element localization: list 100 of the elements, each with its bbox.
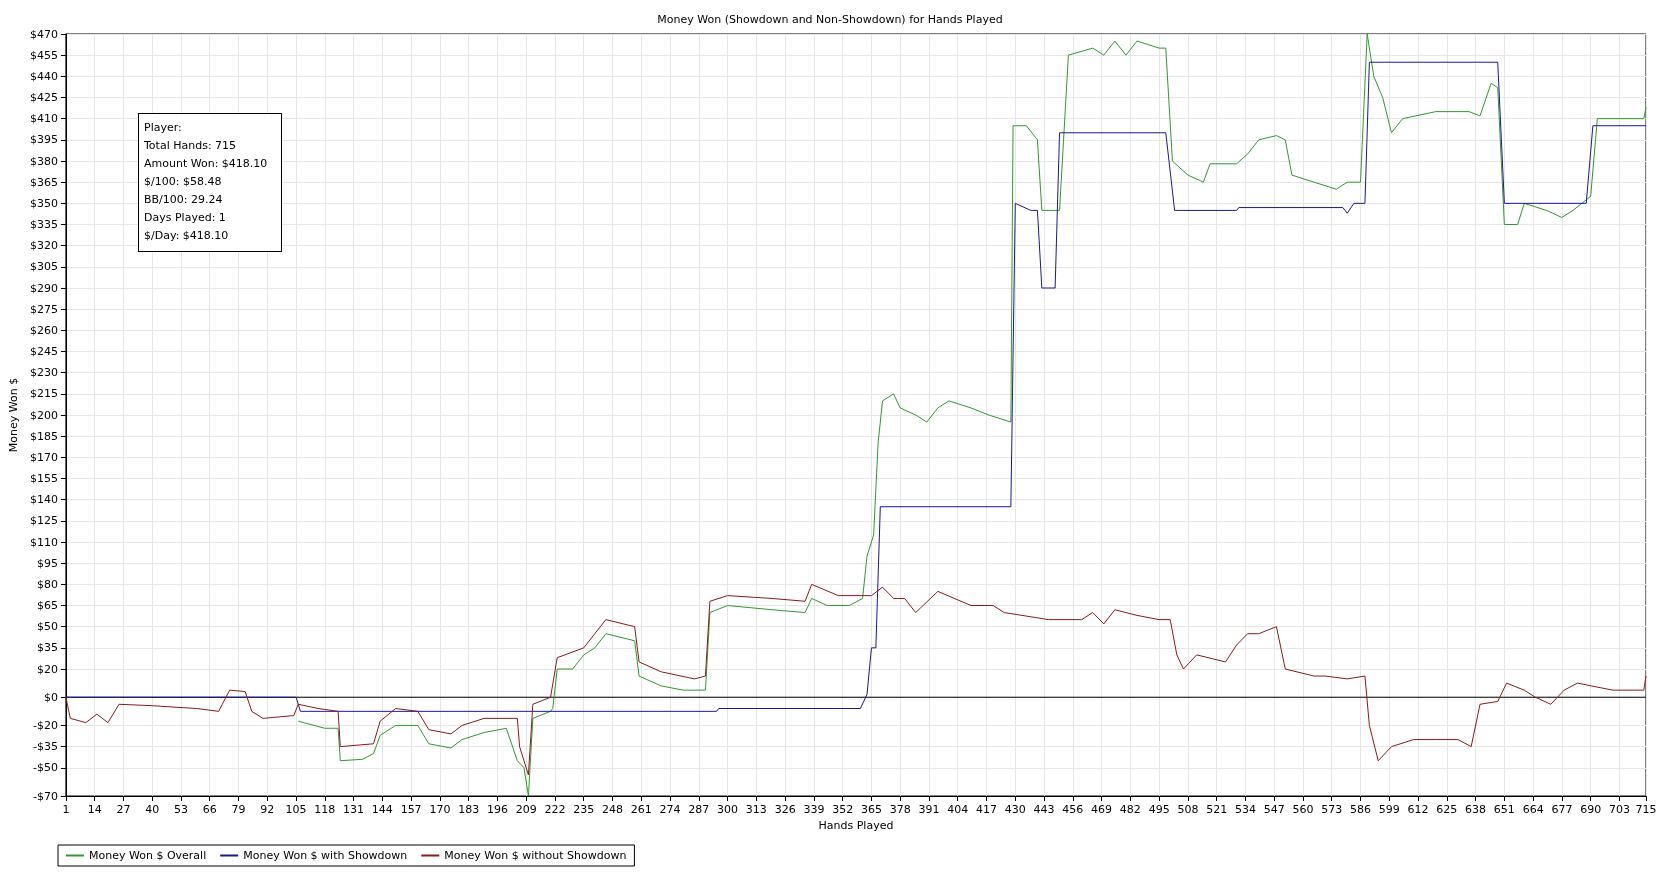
y-tick-label: $20 — [36, 662, 58, 676]
x-tick-label: 261 — [630, 803, 652, 816]
y-axis-title: Money Won $ — [7, 377, 20, 453]
y-tick-label: $125 — [29, 514, 58, 528]
legend-label: Money Won $ with Showdown — [243, 849, 408, 862]
y-tick-label: $425 — [29, 91, 58, 104]
x-tick-label: 703 — [1608, 803, 1630, 816]
x-tick-label: 430 — [1004, 803, 1026, 816]
x-tick-label: 417 — [976, 803, 998, 816]
x-tick-label: 651 — [1493, 803, 1515, 816]
x-tick-label: 157 — [400, 803, 422, 816]
legend-label: Money Won $ Overall — [89, 849, 207, 862]
x-tick-label: 638 — [1465, 803, 1487, 816]
y-tick-label: $80 — [36, 577, 58, 591]
y-tick-label: $395 — [29, 133, 58, 147]
x-tick-label: 131 — [343, 803, 365, 816]
x-tick-label: 573 — [1321, 803, 1343, 816]
x-tick-label: 586 — [1350, 803, 1372, 816]
y-tick-label: $35 — [36, 641, 58, 655]
x-tick-label: 677 — [1551, 803, 1573, 816]
x-tick-label: 1 — [62, 803, 70, 816]
x-tick-label: 209 — [515, 803, 537, 816]
y-tick-label: $290 — [29, 281, 58, 295]
x-tick-label: 560 — [1292, 803, 1314, 816]
x-tick-label: 664 — [1522, 803, 1544, 816]
y-tick-label: $320 — [29, 239, 58, 253]
y-tick-label: $350 — [29, 196, 58, 210]
y-tick-label: $140 — [29, 493, 58, 507]
y-tick-label: $185 — [29, 429, 58, 443]
x-tick-label: 300 — [717, 803, 739, 816]
y-tick-label: $410 — [29, 112, 58, 126]
x-tick-label: 521 — [1206, 803, 1228, 816]
y-tick-label: $155 — [29, 472, 58, 485]
y-tick-label: $470 — [29, 27, 58, 41]
y-tick-label: $170 — [29, 450, 58, 464]
x-tick-label: 287 — [688, 803, 710, 816]
x-tick-label: 27 — [116, 803, 131, 816]
x-axis-title: Hands Played — [818, 819, 894, 832]
x-tick-label: 715 — [1635, 803, 1657, 816]
y-tick-label: -$20 — [32, 718, 58, 732]
annotation: Player: — [144, 120, 183, 136]
x-tick-label: 482 — [1119, 803, 1141, 816]
x-tick-label: 456 — [1062, 803, 1084, 816]
y-tick-label: $440 — [29, 69, 58, 83]
x-tick-label: 508 — [1177, 803, 1199, 816]
x-tick-label: 326 — [774, 803, 796, 816]
y-tick-label: $260 — [29, 323, 58, 337]
y-tick-label: $380 — [29, 154, 58, 168]
x-tick-label: 404 — [947, 803, 969, 816]
y-tick-label: $305 — [29, 260, 58, 274]
y-tick-label: -$50 — [32, 761, 58, 775]
y-tick-label: $110 — [29, 535, 58, 549]
y-tick-label: -$35 — [32, 740, 58, 754]
x-tick-label: 144 — [371, 803, 393, 816]
x-tick-label: 248 — [602, 803, 624, 816]
x-tick-label: 313 — [745, 803, 767, 816]
x-tick-label: 66 — [202, 803, 217, 816]
x-tick-label: 599 — [1378, 803, 1400, 816]
x-tick-label: 53 — [173, 803, 188, 816]
y-tick-label: $455 — [29, 48, 58, 62]
x-tick-label: 235 — [573, 803, 595, 816]
y-tick-label: $335 — [29, 218, 58, 231]
x-tick-label: 222 — [544, 803, 566, 816]
x-tick-label: 612 — [1407, 803, 1429, 816]
x-tick-label: 79 — [231, 803, 246, 816]
x-tick-label: 352 — [832, 803, 854, 816]
x-tick-label: 547 — [1263, 803, 1285, 816]
x-tick-label: 274 — [659, 803, 681, 816]
legend-label: Money Won $ without Showdown — [444, 849, 627, 862]
x-tick-label: 183 — [458, 803, 480, 816]
x-tick-label: 339 — [803, 803, 825, 816]
x-tick-label: 196 — [486, 803, 508, 816]
x-tick-label: 469 — [1091, 803, 1113, 816]
y-tick-label: $0 — [43, 690, 58, 704]
x-tick-label: 690 — [1580, 803, 1602, 816]
chart-title: Money Won (Showdown and Non-Showdown) for Hands Played — [657, 13, 1003, 26]
x-tick-label: 495 — [1148, 803, 1170, 816]
y-tick-label: $365 — [29, 175, 58, 189]
x-tick-label: 365 — [860, 803, 882, 816]
y-tick-label: -$70 — [32, 789, 58, 803]
y-tick-label: $245 — [29, 345, 58, 358]
y-tick-label: $50 — [36, 620, 58, 634]
x-tick-label: 92 — [260, 803, 275, 816]
x-tick-label: 534 — [1234, 803, 1256, 816]
annotation: $/100: $58.48 — [144, 174, 223, 190]
x-tick-label: 378 — [889, 803, 911, 816]
y-tick-label: $95 — [36, 556, 58, 570]
annotation: Amount Won: $418.10 — [144, 156, 269, 172]
x-tick-label: 118 — [314, 803, 336, 816]
x-tick-label: 625 — [1436, 803, 1458, 816]
annotation: BB/100: 29.24 — [144, 192, 224, 208]
y-tick-label: $65 — [36, 599, 58, 612]
x-tick-label: 391 — [918, 803, 940, 816]
annotation: $/Day: $418.10 — [144, 228, 230, 244]
y-tick-label: $230 — [29, 366, 58, 380]
annotation: Total Hands: 715 — [144, 138, 238, 154]
x-tick-label: 443 — [1033, 803, 1055, 816]
x-tick-label: 170 — [429, 803, 451, 816]
x-tick-label: 105 — [285, 803, 307, 816]
x-tick-label: 40 — [145, 803, 160, 816]
